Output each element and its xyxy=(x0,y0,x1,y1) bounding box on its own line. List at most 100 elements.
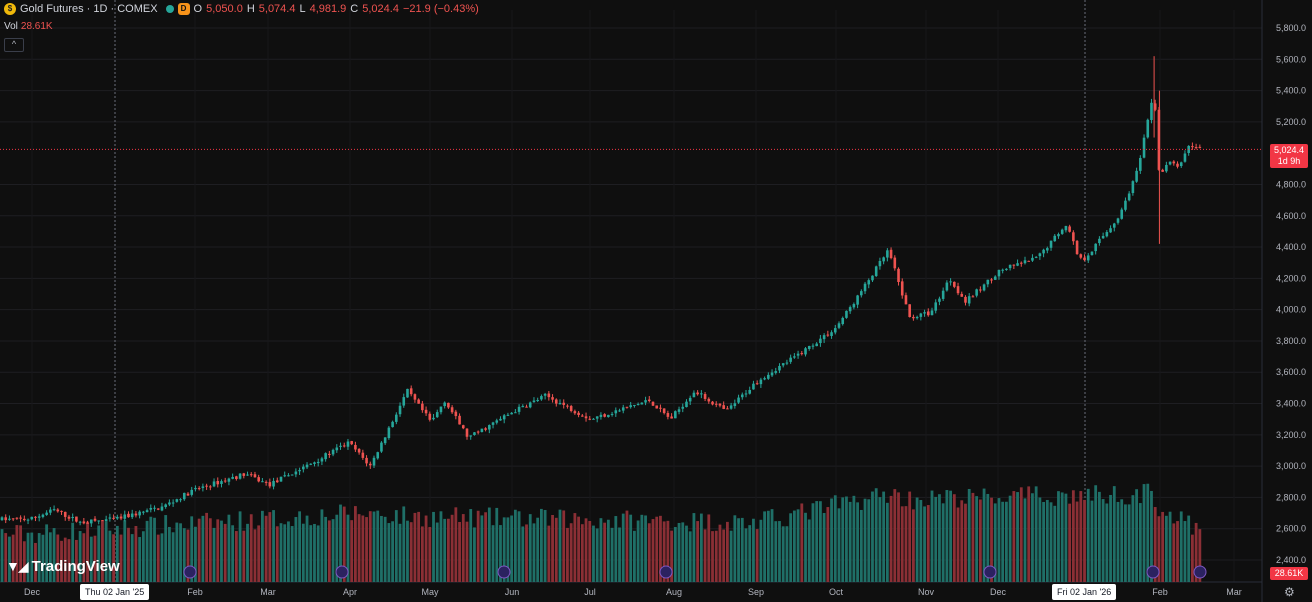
volume-bar xyxy=(666,520,670,582)
volume-value: 28.61K xyxy=(20,21,53,32)
volume-bar xyxy=(856,502,859,582)
volume-bar xyxy=(327,520,331,582)
candle-body xyxy=(63,511,67,517)
volume-bar xyxy=(194,526,197,582)
volume-bar xyxy=(287,521,290,582)
candle-body xyxy=(621,407,625,411)
candle-body xyxy=(1031,257,1034,261)
candle-body xyxy=(1109,228,1112,233)
candle-body xyxy=(599,414,603,417)
volume-bar xyxy=(956,507,960,582)
candle-body xyxy=(837,323,841,328)
candle-body xyxy=(670,416,673,419)
symbol-title[interactable]: Gold Futures · 1D · COMEX xyxy=(20,3,158,15)
candle-body xyxy=(450,407,454,413)
candle-body xyxy=(4,517,8,521)
candle-body xyxy=(852,304,856,308)
candle-body xyxy=(956,286,960,294)
volume-bar xyxy=(201,515,205,582)
collapse-legend-button[interactable]: ^ xyxy=(4,38,24,52)
volume-bar xyxy=(97,525,101,582)
volume-bar xyxy=(182,528,186,582)
candle-body xyxy=(365,457,368,464)
candle-body xyxy=(283,475,287,477)
candle-body xyxy=(324,453,327,460)
y-tick-label: 5,200.0 xyxy=(1276,117,1306,127)
volume-bar xyxy=(919,500,923,582)
volume-bar xyxy=(662,521,666,582)
volume-bar xyxy=(1034,486,1038,582)
volume-bar xyxy=(1005,501,1008,582)
candle-body xyxy=(540,396,543,400)
candle-body xyxy=(871,275,874,281)
candle-body xyxy=(171,502,175,504)
volume-label: Vol xyxy=(4,21,18,32)
x-tick-label: Jul xyxy=(584,587,596,597)
volume-bar xyxy=(677,522,681,582)
candle-body xyxy=(514,412,517,414)
volume-bar xyxy=(179,523,182,582)
candle-body xyxy=(238,473,242,479)
candle-body xyxy=(488,425,491,430)
volume-bar xyxy=(595,528,599,582)
candle-body xyxy=(290,474,294,476)
candle-body xyxy=(685,401,688,408)
candle-body xyxy=(774,371,778,373)
candle-body xyxy=(380,442,383,452)
volume-bar xyxy=(484,512,487,582)
candle-body xyxy=(316,461,320,464)
candle-body xyxy=(231,476,234,479)
candle-body xyxy=(190,489,194,495)
volume-bar xyxy=(513,509,517,582)
candle-body xyxy=(398,405,402,415)
candle-body xyxy=(677,409,681,412)
candle-body xyxy=(1034,256,1038,258)
candle-body xyxy=(915,316,919,319)
candle-body xyxy=(1016,263,1019,266)
candle-body xyxy=(964,296,967,303)
candle-body xyxy=(528,402,532,408)
candle-body xyxy=(1127,193,1131,201)
volume-bar xyxy=(796,509,800,582)
volume-bar xyxy=(673,527,677,582)
volume-bar xyxy=(945,490,949,582)
candle-body xyxy=(733,403,737,407)
candle-body xyxy=(636,403,640,405)
candle-body xyxy=(1191,146,1194,148)
candle-body xyxy=(119,516,123,519)
volume-bar xyxy=(781,526,785,582)
volume-bar xyxy=(603,522,607,582)
volume-bar xyxy=(1138,503,1142,582)
candle-body xyxy=(138,511,141,516)
high-value: 5,074.4 xyxy=(258,3,296,15)
volume-bar xyxy=(711,531,714,582)
candle-body xyxy=(1072,232,1075,242)
tradingview-logo[interactable]: ▼◢ TradingView xyxy=(6,558,120,575)
candle-body xyxy=(908,304,911,318)
candle-body xyxy=(168,502,171,505)
candle-body xyxy=(149,507,153,510)
candle-body xyxy=(1146,119,1150,138)
volume-bar xyxy=(301,523,305,582)
candle-body xyxy=(1168,161,1172,165)
candle-body xyxy=(740,394,744,398)
volume-bar xyxy=(0,529,4,582)
volume-bar xyxy=(952,494,956,582)
candle-body xyxy=(1161,169,1164,172)
volume-bar xyxy=(246,523,249,582)
candle-body xyxy=(811,345,815,347)
candle-body xyxy=(1183,153,1187,162)
candle-body xyxy=(8,518,11,520)
volume-bar xyxy=(871,491,874,582)
gear-icon[interactable]: ⚙ xyxy=(1284,585,1295,599)
candle-body xyxy=(830,332,833,336)
volume-bar xyxy=(22,541,26,582)
x-tick-label: Feb xyxy=(187,587,203,597)
volume-bar xyxy=(264,515,268,582)
volume-bar xyxy=(380,515,383,582)
candle-body xyxy=(41,514,45,517)
volume-bar xyxy=(1083,499,1086,582)
candle-body xyxy=(856,295,859,305)
volume-bar xyxy=(592,525,595,582)
